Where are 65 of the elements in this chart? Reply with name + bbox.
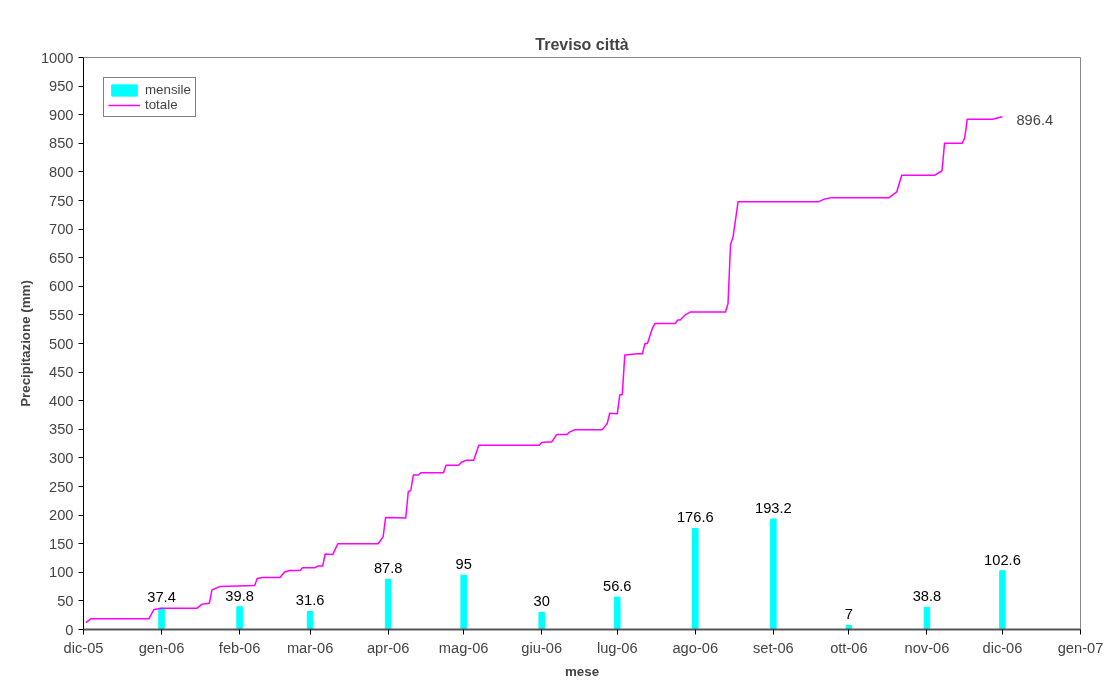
y-tick-label: 200 [49,507,74,524]
x-tick-label: mag-06 [438,639,489,656]
x-tick-label: apr-06 [366,639,410,656]
bar [845,625,853,630]
y-tick-label: 450 [49,364,74,381]
y-tick-label: 600 [49,278,74,295]
y-tick-label: 150 [49,535,74,552]
x-tick-label: ago-06 [672,639,719,656]
y-tick-label: 1000 [40,49,74,66]
y-tick-label: 650 [49,249,74,266]
y-axis-title: Precipitazione (mm) [17,280,33,407]
y-tick-label: 950 [49,78,74,95]
y-tick-label: 850 [49,135,74,152]
y-tick-label: 800 [49,163,74,180]
y-tick-label: 500 [49,335,74,352]
y-tick-label: 400 [49,392,74,409]
data-label: 30 [533,593,550,610]
y-tick-label: 550 [49,306,74,323]
bar [999,570,1006,630]
bar [538,611,545,630]
y-tick-label: 750 [49,192,74,209]
y-tick-label: 300 [49,449,74,466]
x-tick-label: gen-07 [1057,639,1104,656]
data-label: 39.8 [225,587,254,604]
y-tick-label: 900 [49,106,74,123]
bar [923,606,931,630]
x-tick-label: giu-06 [521,639,563,656]
x-axis-title: mese [564,663,600,679]
data-label: 31.6 [295,592,325,609]
bar [384,578,392,630]
data-label: 37.4 [147,589,176,606]
data-label: 193.2 [755,499,792,516]
data-label: 56.6 [602,578,632,595]
y-tick-label: 250 [49,478,74,495]
bar [236,606,243,630]
data-label: 38.8 [912,588,942,605]
x-tick-label: lug-06 [596,639,638,656]
data-label: 7 [844,606,853,623]
bar [306,610,314,630]
x-tick-label: gen-06 [138,639,185,656]
data-label: 176.6 [676,509,714,526]
bar [460,574,467,630]
bar [692,527,699,630]
y-tick-label: 100 [49,564,74,581]
data-label: 102.6 [984,551,1021,568]
x-tick-label: ott-06 [830,639,868,656]
y-tick-label: 700 [49,221,74,238]
data-label: 87.8 [373,560,403,577]
bar [158,607,165,630]
y-tick-label: 0 [65,621,74,638]
chart-title: Treviso città [535,35,629,53]
bar [770,518,777,630]
x-tick-label: mar-06 [286,639,334,656]
data-label: 95 [455,556,472,573]
x-tick-label: dic-06 [982,639,1023,656]
x-tick-label: dic-05 [63,639,104,656]
x-tick-label: nov-06 [904,639,950,656]
legend-label: totale [145,97,178,112]
bar [613,596,621,630]
legend-label: mensile [145,82,191,97]
y-tick-label: 350 [49,421,74,438]
x-tick-label: feb-06 [218,639,261,656]
x-tick-label: set-06 [752,639,794,656]
y-tick-label: 50 [57,592,74,609]
annotation: 896.4 [1016,111,1054,128]
